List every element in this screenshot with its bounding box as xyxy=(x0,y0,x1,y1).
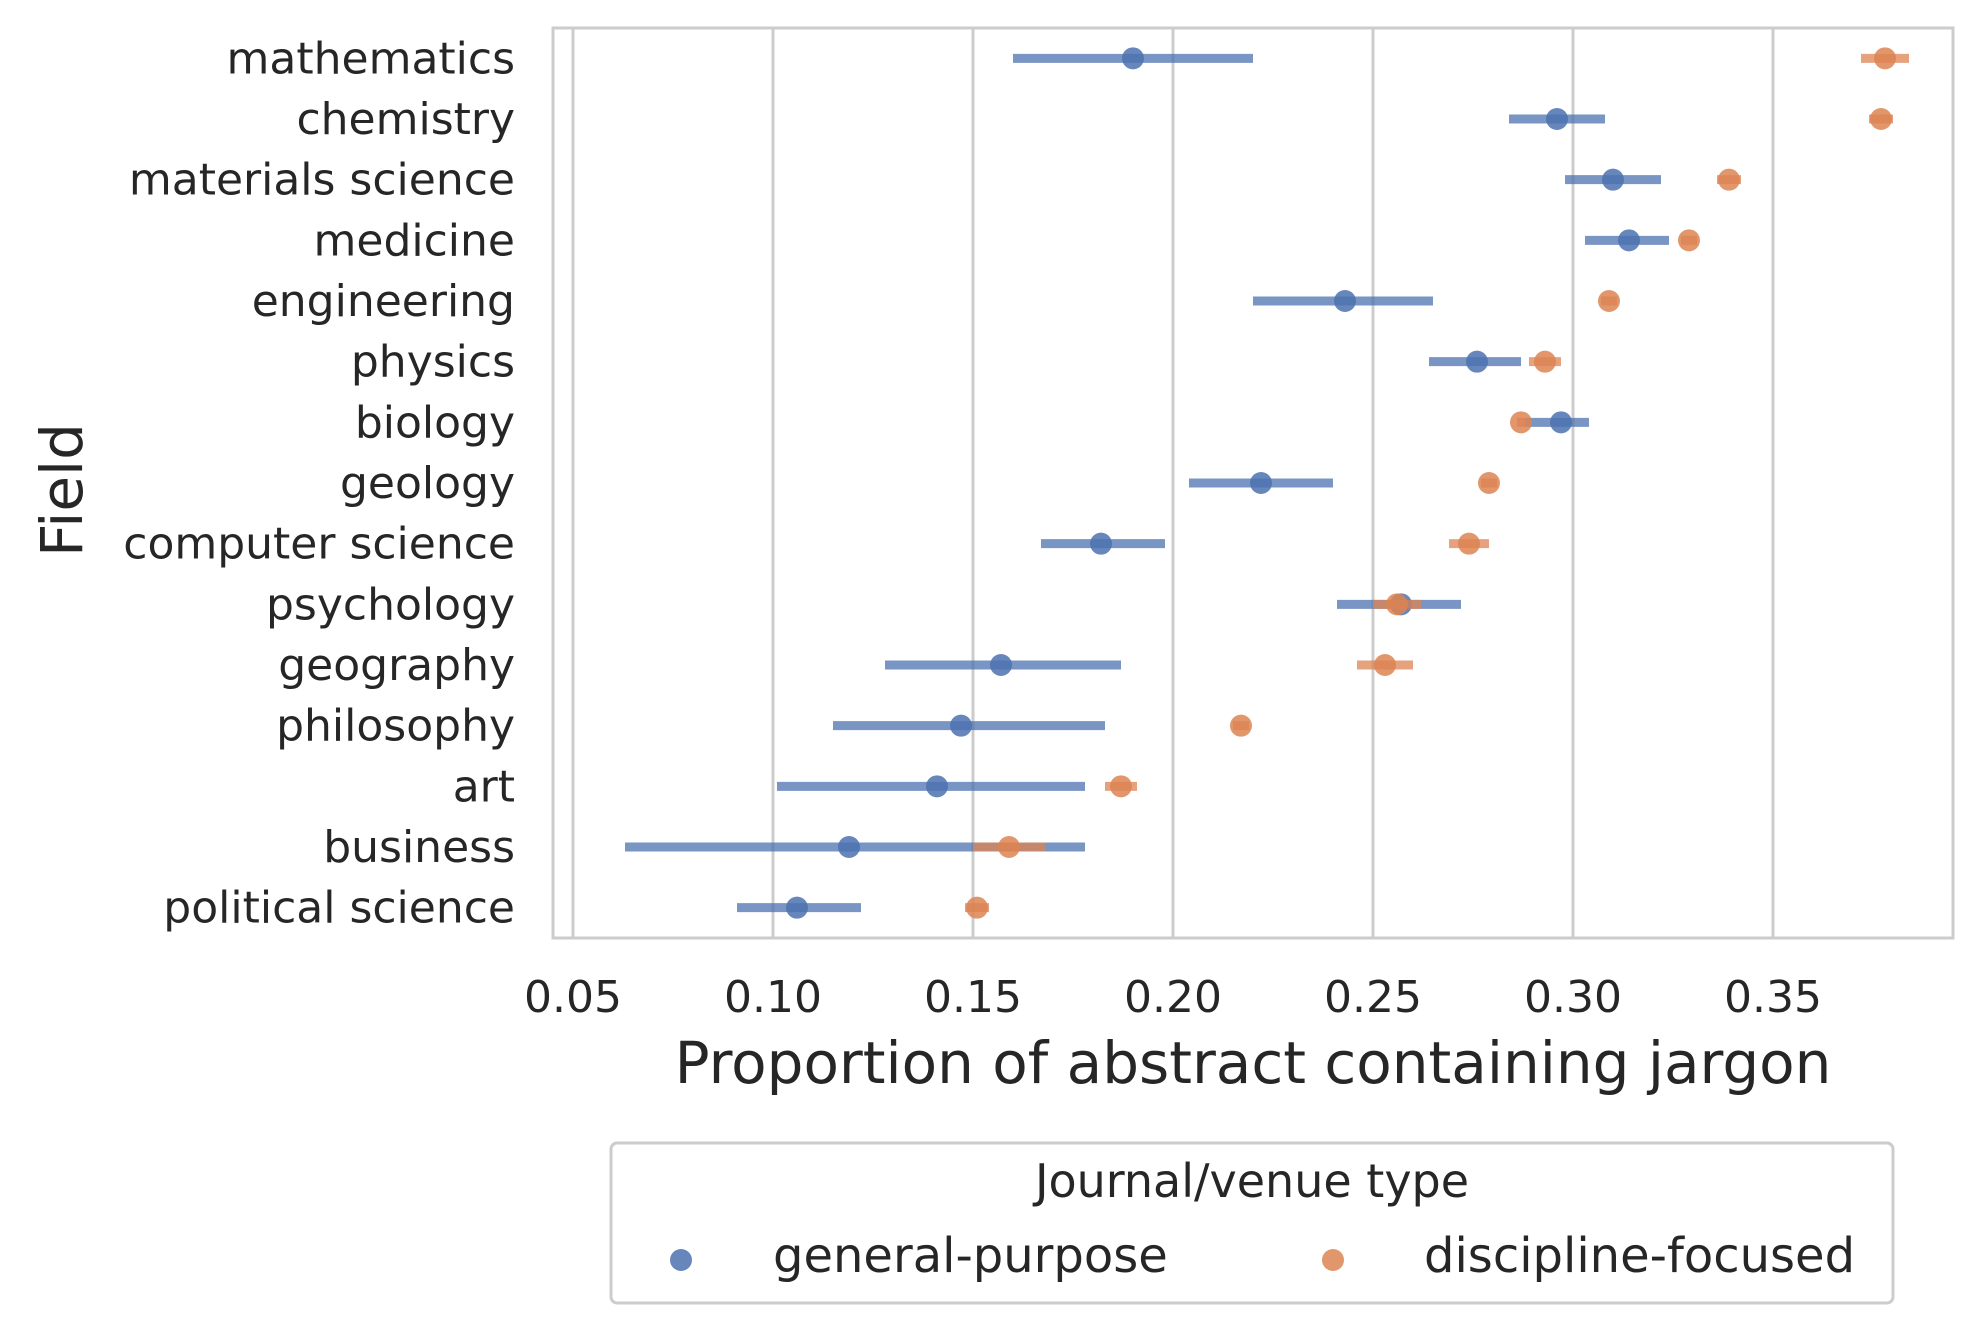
category-label: business xyxy=(323,822,515,873)
data-point xyxy=(1110,775,1132,798)
category-label: political science xyxy=(163,883,515,934)
data-point xyxy=(1870,108,1892,130)
x-tick-label: 0.30 xyxy=(1524,972,1622,1023)
data-point xyxy=(998,836,1020,858)
category-label: medicine xyxy=(314,215,515,266)
legend-label-general-purpose: general-purpose xyxy=(773,1228,1168,1284)
series-general-purpose xyxy=(625,47,1669,919)
data-point xyxy=(1334,290,1356,312)
data-point xyxy=(966,896,988,919)
legend-title: Journal/venue type xyxy=(1032,1154,1469,1208)
data-point xyxy=(786,896,808,919)
category-label: psychology xyxy=(266,579,515,630)
category-label: materials science xyxy=(129,155,515,206)
data-point xyxy=(1250,472,1272,494)
x-tick-labels: 0.05 0.10 0.15 0.20 0.25 0.30 0.35 xyxy=(524,972,1822,1023)
data-point xyxy=(1602,168,1624,191)
plot-frame xyxy=(551,26,1955,940)
legend-label-discipline-focused: discipline-focused xyxy=(1424,1228,1855,1284)
data-point xyxy=(990,654,1012,676)
category-label: philosophy xyxy=(276,701,515,752)
category-label: engineering xyxy=(252,276,515,327)
series-layer xyxy=(625,47,1909,919)
x-axis-title: Proportion of abstract containing jargon xyxy=(675,1029,1832,1097)
data-point xyxy=(1678,229,1700,252)
x-tick-label: 0.20 xyxy=(1124,972,1222,1023)
category-label: biology xyxy=(355,397,515,448)
data-point xyxy=(1386,593,1408,616)
x-tick-label: 0.10 xyxy=(724,972,822,1023)
data-point xyxy=(1478,472,1500,494)
data-point xyxy=(1598,290,1620,312)
data-point xyxy=(1874,47,1896,70)
x-tick-label: 0.05 xyxy=(524,972,622,1023)
legend-box xyxy=(609,1141,1895,1305)
y-category-labels: mathematics chemistry materials science med… xyxy=(123,33,515,933)
category-label: physics xyxy=(351,337,515,388)
x-tick-label: 0.15 xyxy=(924,972,1022,1023)
data-point xyxy=(1510,411,1532,434)
data-point xyxy=(1230,714,1252,737)
y-axis-title: Field xyxy=(28,423,96,557)
x-tick-label: 0.35 xyxy=(1724,972,1822,1023)
legend: Journal/venue type general-purpose disci… xyxy=(609,1141,1895,1305)
data-point xyxy=(926,775,948,798)
data-point xyxy=(1466,350,1488,373)
data-point xyxy=(1718,168,1740,191)
data-point xyxy=(950,714,972,737)
category-label: chemistry xyxy=(296,94,515,145)
data-point xyxy=(1458,532,1480,555)
category-label: computer science xyxy=(123,519,515,570)
category-label: geology xyxy=(340,458,515,509)
grid-layer xyxy=(571,28,1775,938)
series-discipline-focused xyxy=(965,47,1909,919)
data-point xyxy=(1550,411,1572,434)
legend-marker-general-purpose xyxy=(670,1249,692,1271)
legend-marker-discipline-focused xyxy=(1322,1249,1344,1271)
x-tick-label: 0.25 xyxy=(1324,972,1422,1023)
data-point xyxy=(1618,229,1640,252)
data-point xyxy=(1534,350,1556,373)
data-point xyxy=(1090,532,1112,555)
data-point xyxy=(1122,47,1144,70)
category-label: geography xyxy=(278,640,515,691)
data-point xyxy=(1546,108,1568,130)
category-label: art xyxy=(453,761,515,812)
data-point xyxy=(838,836,860,858)
data-point xyxy=(1374,654,1396,676)
category-label: mathematics xyxy=(227,33,515,84)
